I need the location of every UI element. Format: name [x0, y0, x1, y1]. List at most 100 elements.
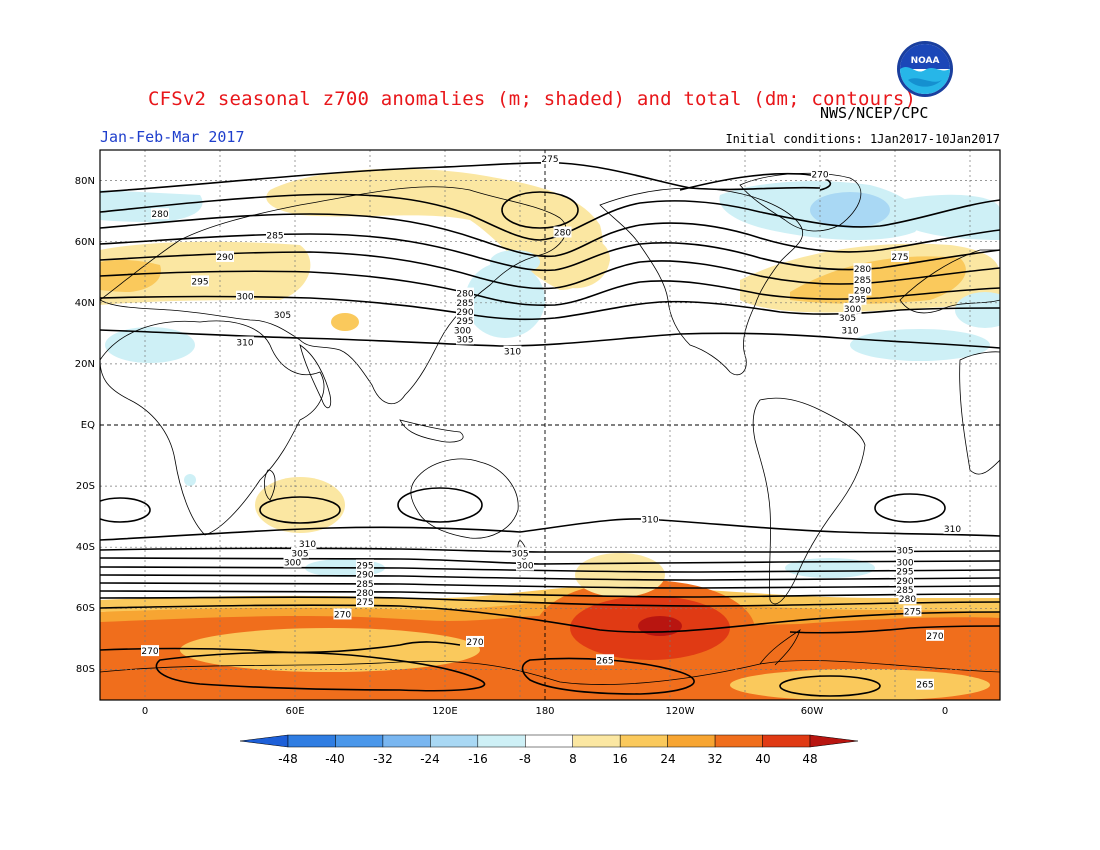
contour-label-bg: [273, 309, 292, 320]
anomaly-kamchatka-yellow: [539, 235, 610, 289]
contour-label-bg: [356, 587, 374, 599]
contour-label-bg: [891, 250, 909, 262]
contour-label-bg: [896, 565, 914, 577]
contour-label: 310: [504, 348, 521, 358]
contour-label: 310: [236, 339, 253, 349]
season-label: Jan-Feb-Mar 2017: [100, 128, 245, 146]
colorbar-label-m40: -40: [325, 752, 345, 766]
contour-label: 285: [896, 586, 913, 596]
lat-label-40s: 40S: [76, 542, 95, 553]
map-area: 2752702802852902953003053102802802852902…: [100, 150, 1000, 700]
contour-label: 305: [291, 549, 308, 559]
contour-310-closed-atl: [874, 493, 946, 523]
contour-label-bg: [291, 547, 309, 559]
contour-label: 275: [904, 607, 921, 617]
lon-label-60e: 60E: [285, 706, 304, 717]
contour-270-antarctic: [155, 651, 486, 692]
contour-label-bg: [453, 324, 472, 336]
contour-label: 305: [896, 546, 913, 556]
contour-label: 275: [891, 253, 908, 263]
contour-295-south: [100, 566, 1000, 573]
contour-280-north: [100, 193, 1000, 241]
coastlines: [100, 172, 1000, 685]
contour-label: 275: [356, 598, 373, 608]
contour-label: 270: [811, 170, 828, 180]
contour-label-bg: [896, 544, 914, 556]
contour-label: 295: [356, 562, 373, 572]
contour-label-bg: [283, 556, 302, 568]
contour-label-bg: [356, 596, 374, 608]
contour-label: 290: [216, 253, 233, 263]
contour-label: 310: [841, 326, 858, 336]
contour-label-bg: [553, 226, 572, 238]
anomaly-atlantic-subtrop-blue: [850, 329, 990, 361]
colorbar-label-32: 32: [707, 752, 722, 766]
anomaly-antarctic-yellow: [180, 628, 480, 672]
anomaly-tiny-blue: [184, 474, 196, 486]
contour-label: 280: [151, 210, 168, 220]
contour-265-antarctic-east: [779, 675, 881, 697]
colorbar: [239, 734, 859, 748]
lon-label-0-east: 0: [942, 706, 948, 717]
map-reference-lines: [100, 150, 1000, 700]
contour-label-bg: [811, 168, 829, 180]
colorbar-swatch: [762, 734, 811, 748]
colorbar-label-48: 48: [802, 752, 817, 766]
colorbar-swatch: [287, 734, 336, 748]
contour-300-south: [100, 557, 1000, 565]
coast-indonesia: [399, 419, 464, 443]
contour-label-bg: [516, 559, 534, 571]
contour-label-bg: [896, 574, 914, 586]
contour-label: 305: [839, 314, 856, 324]
lon-label-180: 180: [535, 706, 554, 717]
contour-label: 300: [844, 305, 861, 315]
colorbar-swatch: [382, 734, 431, 748]
contour-310-closed-indian: [259, 496, 341, 524]
colorbar-right-arrow: [809, 734, 859, 748]
contour-label-bg: [503, 345, 522, 357]
coast-north-america: [599, 187, 803, 376]
contour-label: 285: [266, 232, 283, 242]
colorbar-swatch: [667, 734, 716, 748]
anomaly-pacific-max-core: [638, 616, 682, 636]
contour-label: 305: [511, 549, 528, 559]
contour-310: [100, 329, 1000, 349]
lat-label-20s: 20S: [76, 481, 95, 492]
contour-270-south: [100, 604, 1000, 633]
contour-label: 295: [456, 317, 473, 327]
contour-label: 270: [141, 647, 158, 657]
contour-label: 275: [541, 155, 558, 165]
colorbar-label-24: 24: [660, 752, 675, 766]
contour-label-bg: [151, 208, 169, 220]
contour-label: 280: [854, 265, 871, 275]
contour-305: [100, 295, 1000, 321]
lat-label-40n: 40N: [75, 298, 95, 309]
contour-275-closed: [501, 191, 579, 229]
contour-label-bg: [236, 336, 254, 348]
coast-antarctic-peninsula: [759, 629, 801, 666]
contour-label-bg: [903, 605, 922, 617]
contour-label: 285: [356, 580, 373, 590]
coast-africa: [100, 320, 325, 536]
contour-label-bg: [641, 513, 659, 525]
colorbar-label-m32: -32: [373, 752, 393, 766]
contour-label: 295: [896, 568, 913, 578]
lat-label-eq: EQ: [81, 420, 95, 431]
contour-label: 305: [274, 311, 291, 321]
coast-india: [299, 344, 332, 409]
anomaly-caspian-yellow: [331, 313, 359, 331]
anomaly-east-blue: [955, 292, 1000, 328]
noaa-logo-text: NOAA: [911, 56, 940, 66]
colorbar-label-m24: -24: [420, 752, 440, 766]
contour-label: 300: [284, 559, 301, 569]
lon-label-60w: 60W: [801, 706, 824, 717]
contour-label: 270: [926, 632, 943, 642]
contour-label-bg: [596, 654, 614, 666]
colorbar-label-8: 8: [569, 752, 577, 766]
anomaly-sa-south-blue: [785, 558, 875, 578]
contour-label-bg: [843, 302, 862, 314]
colorbar-swatch: [619, 734, 668, 748]
lon-label-120w: 120W: [666, 706, 695, 717]
lat-label-60s: 60S: [76, 603, 95, 614]
